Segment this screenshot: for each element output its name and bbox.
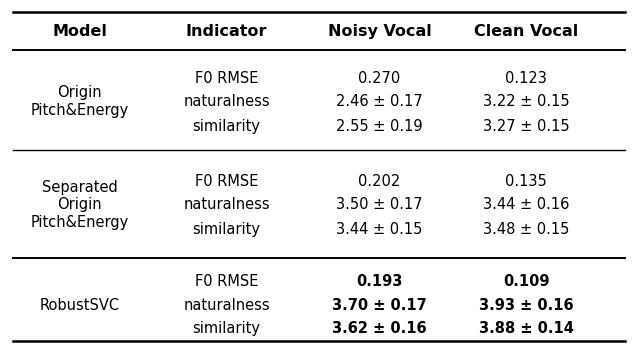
Text: F0 RMSE: F0 RMSE [195,71,258,86]
Text: 0.123: 0.123 [505,71,547,86]
Text: 0.109: 0.109 [503,274,549,289]
Text: Noisy Vocal: Noisy Vocal [328,24,431,39]
Text: 2.46 ± 0.17: 2.46 ± 0.17 [336,94,423,109]
Text: naturalness: naturalness [183,298,270,313]
Text: Separated
Origin
Pitch&Energy: Separated Origin Pitch&Energy [31,180,129,230]
Text: 3.93 ± 0.16: 3.93 ± 0.16 [479,298,574,313]
Text: 0.270: 0.270 [359,71,401,86]
Text: 3.62 ± 0.16: 3.62 ± 0.16 [332,321,427,336]
Text: 2.55 ± 0.19: 2.55 ± 0.19 [336,119,423,134]
Text: 0.193: 0.193 [357,274,403,289]
Text: similarity: similarity [193,321,260,336]
Text: F0 RMSE: F0 RMSE [195,174,258,189]
Text: Indicator: Indicator [186,24,267,39]
Text: 0.202: 0.202 [359,174,401,189]
Text: 3.44 ± 0.16: 3.44 ± 0.16 [483,197,570,212]
Text: 3.27 ± 0.15: 3.27 ± 0.15 [483,119,570,134]
Text: similarity: similarity [193,119,260,134]
Text: 3.50 ± 0.17: 3.50 ± 0.17 [336,197,423,212]
Text: Model: Model [52,24,107,39]
Text: naturalness: naturalness [183,94,270,109]
Text: F0 RMSE: F0 RMSE [195,274,258,289]
Text: RobustSVC: RobustSVC [40,298,120,313]
Text: 0.135: 0.135 [505,174,547,189]
Text: similarity: similarity [193,222,260,237]
Text: 3.44 ± 0.15: 3.44 ± 0.15 [336,222,423,237]
Text: 3.48 ± 0.15: 3.48 ± 0.15 [483,222,570,237]
Text: 3.88 ± 0.14: 3.88 ± 0.14 [479,321,574,336]
Text: Origin
Pitch&Energy: Origin Pitch&Energy [31,85,129,118]
Text: Clean Vocal: Clean Vocal [474,24,579,39]
Text: 3.70 ± 0.17: 3.70 ± 0.17 [332,298,427,313]
Text: 3.22 ± 0.15: 3.22 ± 0.15 [483,94,570,109]
Text: naturalness: naturalness [183,197,270,212]
